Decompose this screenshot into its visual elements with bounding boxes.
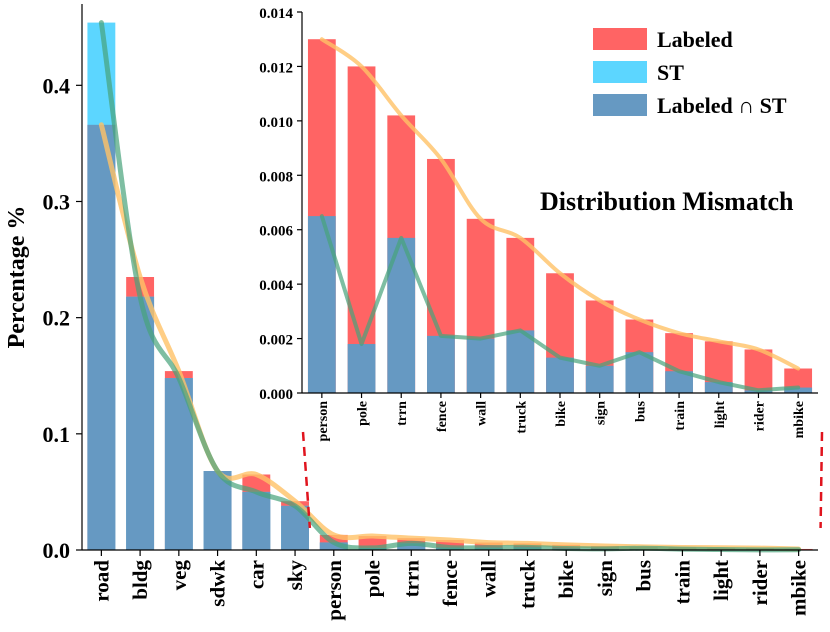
main-xtick-label-bus: bus (632, 560, 656, 592)
bar-intersection-person (319, 542, 348, 550)
legend-swatch-1 (593, 61, 647, 83)
main-xtick-label-bike: bike (554, 560, 578, 599)
inset-bar-intersection-fence (427, 335, 455, 393)
legend-swatch-0 (593, 28, 647, 50)
inset-ytick-label: 0.012 (259, 60, 293, 76)
connector-right (819, 431, 824, 529)
main-ytick-label: 0.0 (43, 538, 71, 563)
main-xtick-label-sky: sky (283, 560, 307, 591)
legend: Labeled ST Labeled ∩ ST (593, 27, 787, 118)
inset-ytick-label: 0.000 (259, 387, 293, 403)
inset-bar-intersection-pole (347, 344, 376, 393)
inset-line-labeled (319, 37, 801, 371)
inset-xtick-label-light: light (713, 401, 728, 429)
main-xtick-label-bldg: bldg (128, 560, 152, 600)
main-xtick-label-trrn: trrn (399, 560, 423, 598)
inset-xtick-label-mbike: mbike (792, 401, 807, 438)
main-xtick-label-person: person (322, 560, 346, 621)
main-xtick-label-light: light (709, 560, 733, 601)
inset-bar-intersection-bus (625, 352, 654, 393)
inset-xtick-label-fence: fence (435, 401, 450, 432)
main-xtick-label-train: train (670, 560, 694, 605)
main-xtick-label-mbike: mbike (787, 560, 811, 616)
inset-ytick-label: 0.014 (259, 6, 293, 22)
main-y-axis-label: Percentage % (4, 206, 30, 349)
inset-ytick-label: 0.008 (259, 169, 293, 185)
inset-title: Distribution Mismatch (540, 187, 794, 216)
main-ytick-label: 0.2 (43, 306, 71, 331)
inset-xtick-label-rider: rider (752, 401, 767, 431)
main-xtick-label-road: road (89, 560, 113, 602)
bar-intersection-road (87, 124, 116, 551)
main-xtick-label-car: car (244, 560, 268, 589)
line-st-main (98, 20, 802, 553)
main-ytick-label: 0.4 (43, 73, 71, 98)
inset-bar-intersection-train (665, 371, 693, 393)
inset-xtick-label-sign: sign (594, 401, 609, 425)
main-xtick-label-rider: rider (748, 560, 772, 605)
inset-bar-intersection-wall (466, 338, 495, 393)
main-ytick-label: 0.1 (43, 422, 71, 447)
connector-left (301, 431, 312, 529)
bar-intersection-car (242, 491, 271, 550)
inset-bar-intersection-mbike (784, 387, 813, 393)
inset-plot: 0.000 0.002 0.004 0.006 0.008 0.010 0.012 0.014… (259, 6, 824, 529)
main-ytick-label: 0.3 (43, 189, 71, 214)
inset-bar-intersection-sign (585, 365, 614, 393)
legend-label-1: ST (657, 60, 684, 85)
bar-intersection-bldg (126, 296, 155, 550)
inset-xtick-label-pole: pole (356, 401, 371, 426)
inset-bar-intersection-light (704, 382, 733, 393)
main-xtick-label-truck: truck (515, 560, 539, 609)
inset-line-st (319, 214, 801, 393)
inset-xtick-label-truck: truck (514, 401, 529, 434)
legend-label-0: Labeled (657, 27, 733, 52)
main-xtick-label-veg: veg (167, 560, 191, 591)
inset-ytick-label: 0.002 (259, 333, 293, 349)
legend-swatch-2 (593, 94, 647, 116)
inset-ytick-label: 0.004 (259, 278, 293, 294)
inset-xtick-label-person: person (316, 401, 331, 442)
bar-intersection-trrn (397, 543, 426, 550)
inset-ytick-label: 0.006 (259, 224, 293, 240)
inset-bar-intersection-truck (506, 330, 535, 393)
main-xtick-label-sdwk: sdwk (206, 560, 230, 607)
inset-xtick-label-bike: bike (554, 401, 569, 427)
inset-xtick-label-train: train (673, 401, 688, 431)
inset-xtick-label-bus: bus (633, 400, 648, 422)
bar-labeled-fence (436, 540, 464, 550)
main-xtick-label-sign: sign (593, 560, 617, 597)
main-xtick-label-fence: fence (438, 560, 462, 607)
inset-bar-labeled-rider (744, 349, 773, 393)
inset-bar-intersection-bike (546, 357, 574, 393)
inset-xtick-label-wall: wall (475, 401, 490, 426)
main-xtick-label-wall: wall (477, 560, 501, 598)
main-xtick-label-pole: pole (361, 560, 385, 597)
inset-xtick-label-trrn: trrn (395, 401, 410, 426)
inset-ytick-label: 0.010 (259, 115, 293, 131)
legend-label-2: Labeled ∩ ST (657, 93, 787, 118)
